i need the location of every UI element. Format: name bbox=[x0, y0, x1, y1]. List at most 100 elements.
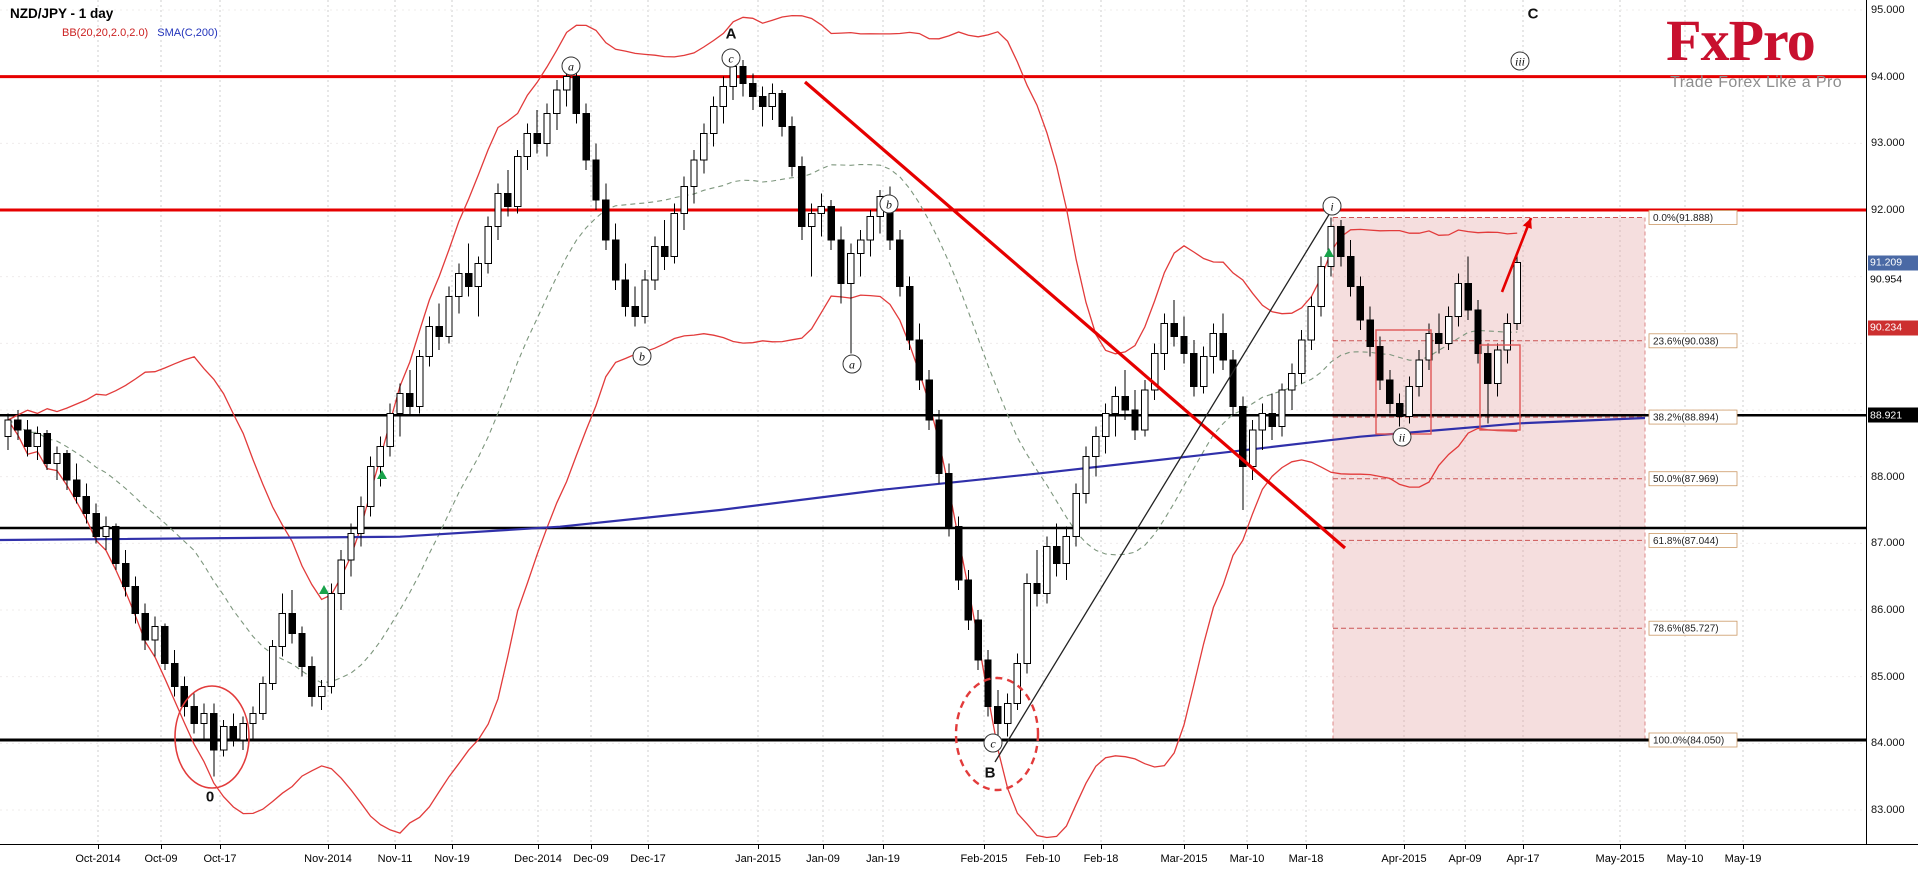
candle bbox=[788, 116, 796, 177]
wave-label[interactable]: a bbox=[842, 354, 862, 374]
time-tick-mark bbox=[1620, 845, 1621, 849]
fib-labels-layer: 0.0%(91.888) 23.6%(90.038) 38.2%(88.894) 50… bbox=[1648, 210, 1738, 748]
wave-label[interactable]: ii bbox=[1392, 427, 1412, 447]
candle bbox=[121, 550, 130, 597]
candle bbox=[533, 110, 541, 154]
candle bbox=[925, 370, 933, 431]
candle bbox=[1317, 256, 1325, 317]
candle bbox=[190, 693, 198, 734]
price-tick: 88.000 bbox=[1871, 470, 1905, 483]
time-tick-mark bbox=[1247, 845, 1248, 849]
candle bbox=[611, 223, 620, 291]
wave-label[interactable]: c bbox=[721, 48, 741, 68]
svg-text:B: B bbox=[985, 765, 996, 782]
candle bbox=[1464, 256, 1472, 321]
up-arrow-line[interactable] bbox=[1500, 217, 1533, 293]
candle bbox=[1062, 526, 1071, 581]
time-tick: Dec-09 bbox=[573, 853, 609, 865]
price-axis[interactable]: 95.000 94.000 93.000 92.000 88.000 87.000 86.0… bbox=[1866, 0, 1918, 844]
candle bbox=[1199, 346, 1208, 394]
candle bbox=[1366, 306, 1374, 357]
trend-lines-layer bbox=[803, 80, 1347, 763]
wave-label[interactable]: C bbox=[1528, 6, 1539, 23]
candle bbox=[896, 230, 904, 297]
fxpro-tagline: Trade Forex Like a Pro bbox=[1670, 74, 1842, 91]
wave-label[interactable]: a bbox=[561, 56, 581, 76]
candle bbox=[1180, 316, 1188, 364]
svg-text:b: b bbox=[639, 350, 645, 364]
wave-label[interactable]: iii bbox=[1510, 51, 1530, 71]
candle bbox=[817, 193, 826, 237]
wave-label[interactable]: c bbox=[983, 733, 1003, 753]
indicator-legend: BB(20,20,2.0,2.0) SMA(C,200) bbox=[62, 27, 218, 39]
candle bbox=[23, 420, 32, 457]
wave-label[interactable]: 0 bbox=[206, 789, 214, 806]
candle bbox=[798, 156, 806, 241]
impulse-trend-line[interactable] bbox=[994, 207, 1334, 763]
svg-text:0.0%(91.888): 0.0%(91.888) bbox=[1653, 213, 1713, 224]
price-tick: 92.000 bbox=[1871, 204, 1905, 216]
candle bbox=[63, 450, 71, 491]
candle bbox=[513, 150, 522, 214]
wave-label[interactable]: b bbox=[879, 194, 899, 214]
wave-label[interactable]: b bbox=[632, 346, 652, 366]
fib-level-label: 38.2%(88.894) bbox=[1648, 409, 1738, 425]
candle bbox=[406, 370, 414, 417]
time-tick: Nov-2014 bbox=[304, 853, 352, 865]
candle bbox=[1170, 300, 1178, 347]
wave-label[interactable]: B bbox=[985, 765, 996, 782]
wave-label[interactable]: i bbox=[1322, 196, 1342, 216]
candle bbox=[317, 680, 326, 711]
candle bbox=[709, 96, 718, 147]
time-tick-mark bbox=[984, 845, 985, 849]
svg-text:61.8%(87.044): 61.8%(87.044) bbox=[1653, 536, 1719, 547]
candle bbox=[739, 60, 747, 97]
candle bbox=[112, 523, 120, 571]
candle bbox=[1072, 483, 1080, 547]
candle bbox=[268, 640, 277, 691]
fib-level-label: 0.0%(91.888) bbox=[1648, 210, 1738, 225]
price-tick: 93.000 bbox=[1871, 137, 1905, 150]
candle bbox=[856, 230, 865, 277]
candle bbox=[660, 220, 669, 271]
candle bbox=[945, 463, 953, 537]
svg-text:100.0%(84.050): 100.0%(84.050) bbox=[1653, 736, 1724, 747]
candle bbox=[719, 76, 728, 124]
candle bbox=[749, 73, 757, 111]
candle bbox=[1444, 306, 1453, 351]
red-downtrend-line[interactable] bbox=[803, 80, 1347, 550]
candle bbox=[1160, 313, 1169, 371]
time-tick: Apr-09 bbox=[1448, 853, 1482, 865]
price-tick: 86.000 bbox=[1871, 604, 1905, 616]
highlight-box[interactable] bbox=[1479, 344, 1521, 431]
candle bbox=[915, 323, 924, 391]
projection-arrow-layer bbox=[1500, 217, 1533, 293]
candle bbox=[1013, 653, 1022, 711]
candle bbox=[1101, 403, 1110, 454]
candle bbox=[670, 203, 679, 264]
candle bbox=[504, 170, 512, 217]
svg-text:78.6%(85.727): 78.6%(85.727) bbox=[1653, 624, 1719, 635]
time-tick: Jan-19 bbox=[866, 853, 900, 865]
svg-text:c: c bbox=[728, 52, 734, 66]
reversal-ellipse[interactable] bbox=[174, 685, 250, 789]
time-axis[interactable]: Oct-2014 Oct-09 Oct-17 Nov-2014 Nov-11 Nov-19… bbox=[0, 844, 1918, 876]
candle bbox=[82, 483, 91, 524]
candle bbox=[523, 123, 532, 171]
wave-label[interactable]: A bbox=[726, 26, 737, 43]
reversal-ellipse[interactable] bbox=[954, 676, 1040, 792]
time-tick-mark bbox=[161, 845, 162, 849]
svg-text:a: a bbox=[568, 60, 574, 74]
svg-text:ii: ii bbox=[1399, 431, 1406, 445]
candle bbox=[553, 80, 561, 131]
candle bbox=[92, 503, 100, 544]
candle bbox=[1052, 523, 1061, 577]
candle bbox=[151, 616, 159, 657]
time-tick: May-19 bbox=[1724, 853, 1762, 865]
price-chart-canvas[interactable]: abcabciiiiiiABC00.0%(91.888)23.6%(90.038… bbox=[0, 0, 1866, 844]
candle bbox=[366, 456, 375, 517]
candle bbox=[278, 593, 287, 657]
fib-level-label: 100.0%(84.050) bbox=[1648, 732, 1738, 748]
candle bbox=[690, 150, 698, 204]
time-tick: Feb-2015 bbox=[960, 853, 1008, 865]
